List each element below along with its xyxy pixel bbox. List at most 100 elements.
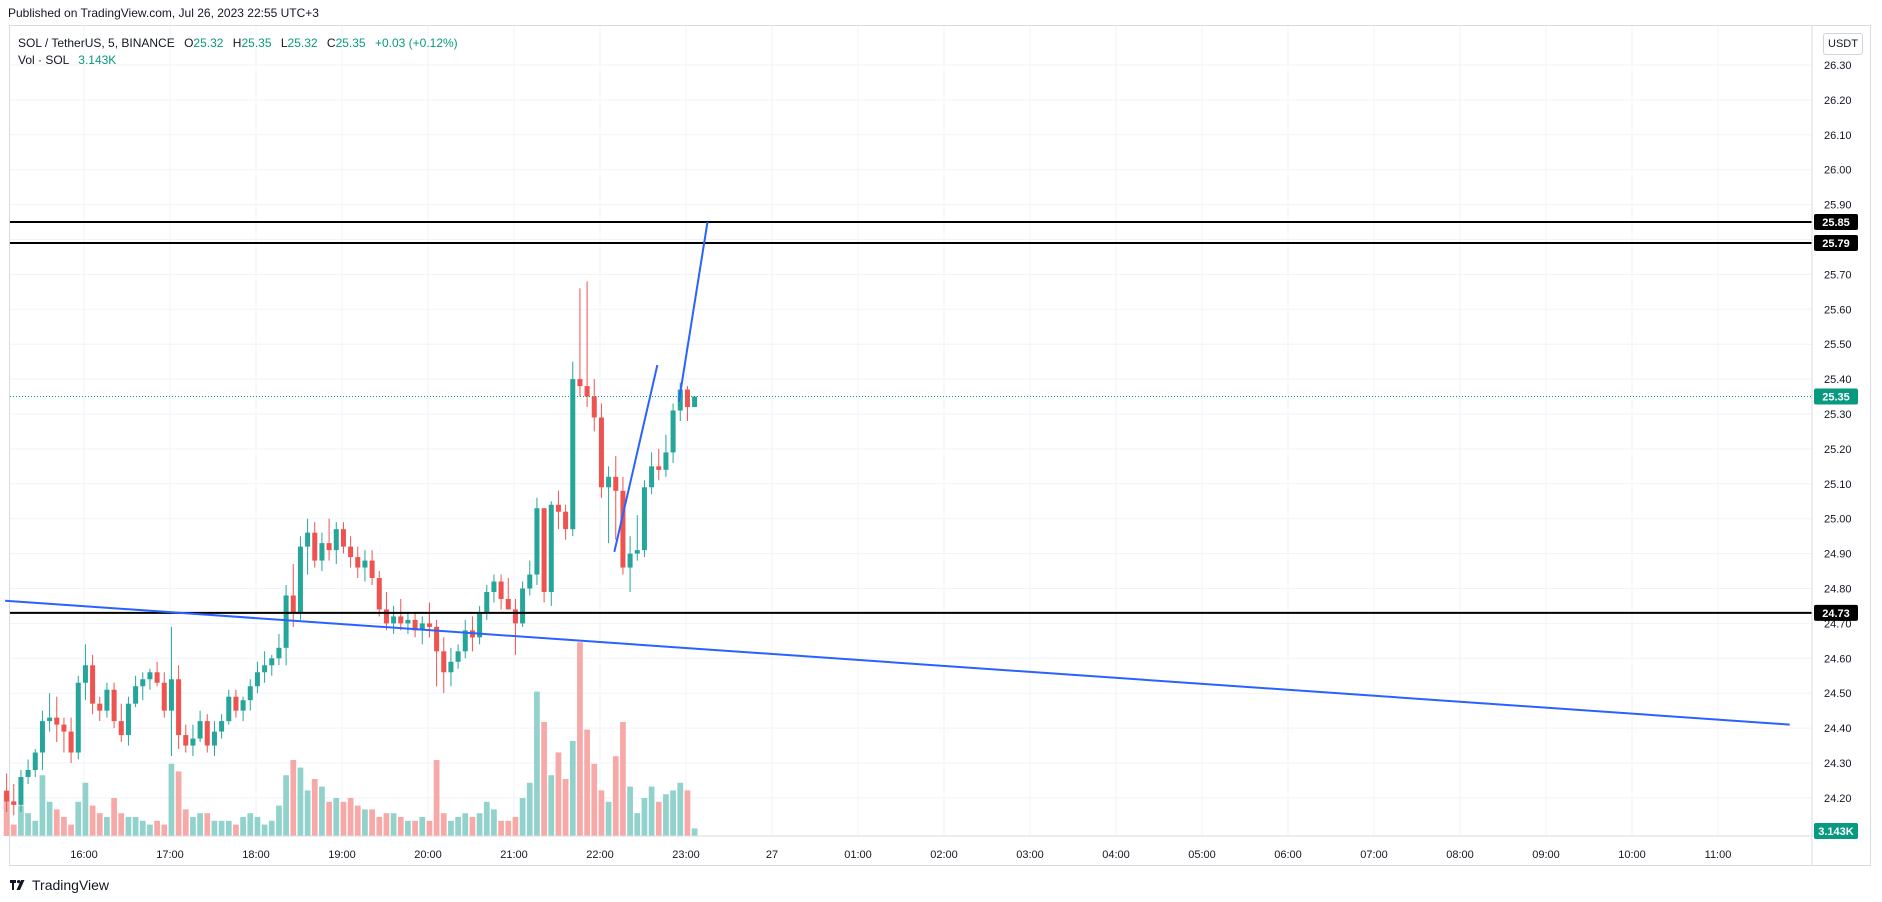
symbol-label[interactable]: SOL / TetherUS, 5, BINANCE [18, 36, 175, 50]
last-price-label: 25.35 [1822, 392, 1850, 404]
chart-frame[interactable] [9, 25, 1871, 866]
volume-bar [598, 790, 605, 836]
time-tick-label: 16:00 [70, 849, 98, 861]
volume-bar [433, 760, 440, 836]
volume-bar [61, 817, 67, 836]
price-tick-label: 24.30 [1824, 758, 1852, 770]
candle-body [534, 508, 540, 575]
price-tick-label: 24.60 [1824, 653, 1852, 665]
candle-body [82, 665, 88, 683]
legend-volume-row: Vol · SOL 3.143K [18, 52, 458, 69]
volume-bar [233, 824, 239, 836]
candle-body [319, 543, 325, 561]
candle-body [391, 616, 397, 624]
tradingview-logo-icon [10, 880, 25, 890]
currency-button[interactable]: USDT [1823, 33, 1863, 55]
candle-body [147, 672, 153, 680]
price-tick-label: 26.10 [1824, 130, 1852, 142]
volume-bar [548, 775, 555, 836]
candle-body [656, 466, 662, 470]
time-tick-label: 11:00 [1705, 849, 1732, 861]
price-tick-label: 25.30 [1824, 409, 1852, 421]
candle-body [262, 665, 268, 673]
candle-body [190, 738, 196, 746]
candle-body [176, 679, 182, 736]
time-tick-label: 07:00 [1360, 849, 1388, 861]
volume-bar [476, 813, 483, 836]
price-tick-label: 25.00 [1824, 514, 1852, 526]
candle-body [584, 386, 590, 397]
last-volume-label: 3.143K [1818, 826, 1854, 838]
candle-body [140, 679, 146, 687]
high-label: H [232, 36, 242, 50]
legend-ohlc-row: SOL / TetherUS, 5, BINANCE O25.32 H25.35… [18, 35, 458, 52]
candle-body [168, 679, 174, 711]
candle-body [18, 776, 24, 805]
volume-bar [491, 809, 497, 836]
volume-bar [75, 801, 82, 836]
candle-body [161, 682, 167, 711]
volume-bar [25, 813, 31, 836]
price-tick-label: 24.80 [1824, 584, 1852, 596]
candles [4, 281, 698, 816]
candle-body [591, 396, 597, 418]
price-tick-label: 26.00 [1824, 165, 1852, 177]
candle-body [118, 721, 124, 736]
candle-body [627, 553, 633, 568]
price-tick-label: 25.50 [1824, 339, 1852, 351]
volume-bar [541, 722, 547, 836]
candle-body [247, 686, 253, 701]
volume-bar [326, 801, 332, 836]
time-tick-label: 05:00 [1188, 849, 1216, 861]
time-tick-label: 06:00 [1274, 849, 1302, 861]
close-label: C [326, 36, 336, 50]
price-tick-label: 24.90 [1824, 549, 1852, 561]
volume-bar [290, 760, 297, 836]
candle-body [498, 581, 504, 599]
volume-bar [620, 722, 626, 836]
volume-bar [175, 771, 182, 836]
price-tick-label: 25.90 [1824, 200, 1852, 212]
volume-bar [347, 798, 354, 836]
time-tick-label: 20:00 [414, 849, 442, 861]
candle-body [154, 672, 160, 683]
time-tick-label: 27 [766, 849, 778, 861]
candle-body [477, 612, 483, 638]
candle-body [32, 752, 38, 770]
candle-body [405, 619, 411, 624]
volume-label[interactable]: Vol · SOL [18, 53, 69, 67]
time-tick-label: 02:00 [930, 849, 958, 861]
candle-body [419, 623, 425, 631]
candle-body [620, 490, 626, 568]
volume-bar [448, 820, 454, 836]
time-tick-label: 22:00 [586, 849, 614, 861]
level-price-label: 25.79 [1822, 238, 1850, 250]
volume-bar [68, 824, 74, 836]
candle-body [47, 717, 53, 722]
volume-bar [211, 820, 218, 836]
volume-bar [569, 741, 576, 836]
candle-body [276, 647, 282, 659]
volume-bar [276, 805, 282, 836]
candle-body [240, 700, 246, 711]
candle-body [219, 721, 225, 732]
candle-body [333, 529, 339, 551]
volume-bar [462, 813, 469, 836]
time-tick-label: 04:00 [1102, 849, 1130, 861]
volume-bar [412, 820, 418, 836]
level-price-badge [1814, 214, 1858, 231]
volume-bar [82, 782, 89, 836]
footer-brand[interactable]: TradingView [10, 877, 109, 893]
volume-bar [39, 775, 46, 836]
volume-bar [591, 763, 598, 836]
grid [10, 26, 1812, 836]
volume-bar [612, 756, 619, 836]
time-tick-label: 18:00 [242, 849, 270, 861]
candle-body [577, 379, 583, 387]
price-tick-label: 25.60 [1824, 304, 1852, 316]
open-value: 25.32 [193, 36, 224, 50]
time-tick-label: 23:00 [672, 849, 700, 861]
time-tick-label: 03:00 [1016, 849, 1044, 861]
candle-body [376, 578, 382, 610]
